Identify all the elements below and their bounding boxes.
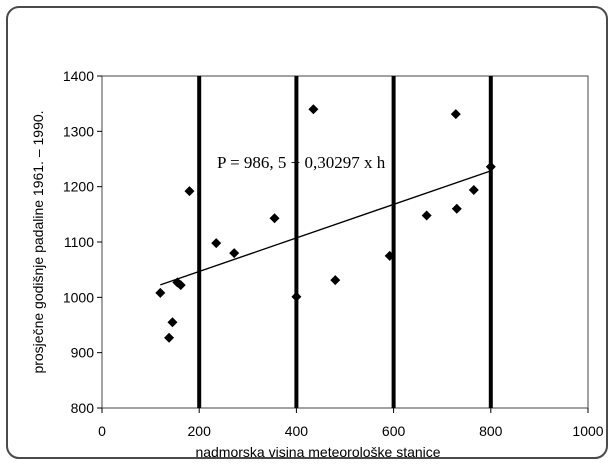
x-tick-label: 0 [98,423,106,439]
x-axis-label: nadmorska visina meteorološke stanice [195,444,440,460]
data-point-9 [269,213,280,224]
y-axis-label: prosječne godišnje padaline 1961. – 1990… [30,110,46,373]
plot-area [101,75,589,409]
data-point-15 [450,109,461,120]
y-tick-label: 1000 [63,289,94,305]
x-axis-ticks: 0 200 400 600 800 1000 [98,408,604,439]
y-tick-label: 1400 [63,68,94,84]
data-point-16 [451,203,462,214]
trendline [160,170,492,286]
data-point-3 [167,317,178,328]
data-point-12 [330,275,341,286]
data-point-7 [211,238,222,249]
data-point-10 [291,291,302,302]
y-tick-label: 800 [71,400,95,416]
data-point-8 [229,248,240,259]
data-points [155,104,496,343]
data-point-6 [184,186,195,197]
x-tick-label: 800 [479,423,503,439]
data-point-1 [155,287,166,298]
data-point-11 [308,104,319,115]
x-tick-label: 1000 [572,423,603,439]
data-point-18 [485,161,496,172]
y-tick-label: 1300 [63,123,94,139]
x-tick-label: 200 [188,423,212,439]
data-point-2 [164,332,175,343]
trendline-equation: P = 986, 5 + 0,30297 x h [217,153,386,172]
data-point-13 [384,250,395,261]
trendline-group [160,170,492,286]
y-tick-label: 1100 [64,234,94,250]
data-point-5 [175,280,186,291]
x-tick-label: 600 [382,423,406,439]
y-tick-label: 1200 [63,179,94,195]
data-point-17 [468,184,479,195]
vertical-gridlines [197,76,493,408]
y-axis-ticks: 800 900 1000 1100 1200 1300 1400 [63,68,102,416]
y-tick-label: 900 [71,345,95,361]
data-point-14 [421,210,432,221]
x-tick-label: 400 [285,423,309,439]
